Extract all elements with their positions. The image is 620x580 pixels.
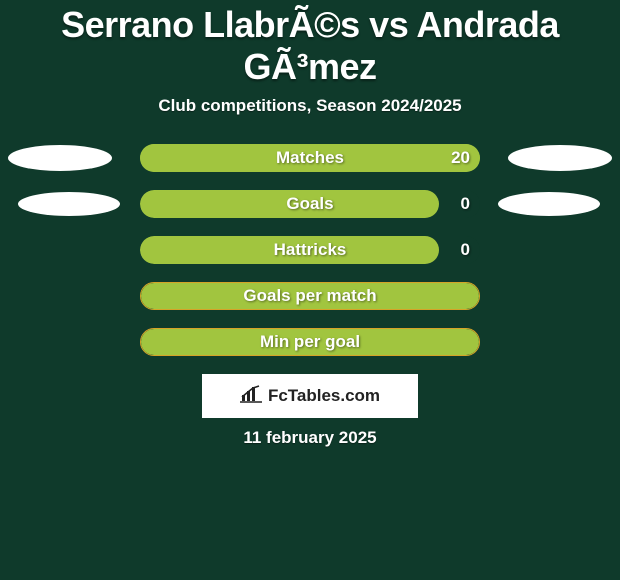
player-ellipse-right <box>498 192 600 216</box>
stat-row-hattricks: Hattricks 0 <box>0 236 620 264</box>
stats-list: Matches 20 Goals 0 Hattricks 0 Goals per match… <box>0 144 620 356</box>
stat-row-min-per-goal: Min per goal <box>0 328 620 356</box>
stat-row-matches: Matches 20 <box>0 144 620 172</box>
page-title: Serrano LlabrÃ©s vs Andrada GÃ³mez <box>0 4 620 88</box>
stat-bar-track: Matches 20 <box>140 144 480 172</box>
stat-label: Goals <box>286 194 333 214</box>
logo-box: FcTables.com <box>202 374 418 418</box>
stat-label: Min per goal <box>260 332 360 352</box>
season-subtitle: Club competitions, Season 2024/2025 <box>0 96 620 116</box>
stat-row-goals-per-match: Goals per match <box>0 282 620 310</box>
stat-value: 0 <box>461 240 470 260</box>
stat-row-goals: Goals 0 <box>0 190 620 218</box>
stat-label: Goals per match <box>243 286 376 306</box>
player-ellipse-right <box>508 145 612 171</box>
stat-label: Hattricks <box>274 240 347 260</box>
logo-chart-icon <box>240 385 262 408</box>
stat-bar-track: Hattricks 0 <box>140 236 480 264</box>
player-ellipse-left <box>18 192 120 216</box>
stat-label: Matches <box>276 148 344 168</box>
stat-bar-track: Goals 0 <box>140 190 480 218</box>
stat-bar-track: Min per goal <box>140 328 480 356</box>
player-ellipse-left <box>8 145 112 171</box>
stat-value: 20 <box>451 148 470 168</box>
comparison-card: Serrano LlabrÃ©s vs Andrada GÃ³mez Club … <box>0 0 620 580</box>
logo-text: FcTables.com <box>268 386 380 406</box>
stat-value: 0 <box>461 194 470 214</box>
stat-bar-track: Goals per match <box>140 282 480 310</box>
snapshot-date: 11 february 2025 <box>0 428 620 448</box>
